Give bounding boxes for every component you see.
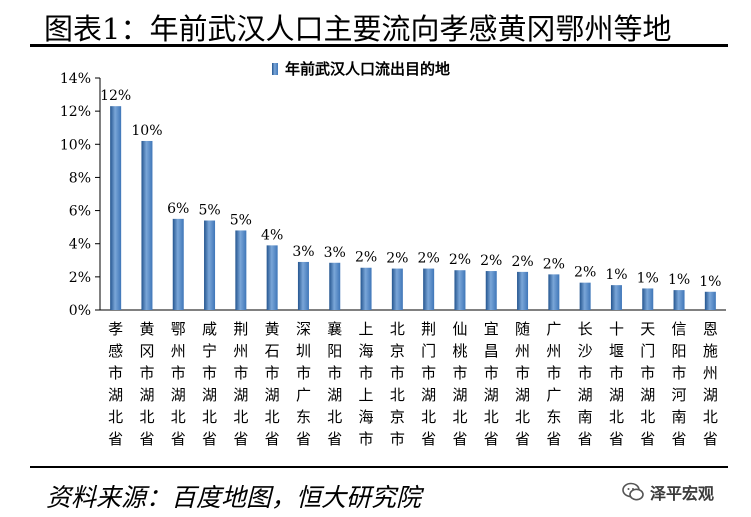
- bar: [360, 267, 372, 310]
- x-tick-label: 广州市广东省: [546, 320, 561, 448]
- x-tick-label: 天门市湖北省: [640, 320, 655, 448]
- bar-value-label: 1%: [699, 274, 721, 290]
- x-tick-label: 长沙市湖南省: [578, 320, 593, 448]
- bar-value-label: 1%: [637, 270, 659, 286]
- x-tick-label: 黄冈市湖北省: [139, 320, 154, 448]
- bar: [172, 218, 184, 310]
- bar-value-label: 5%: [198, 203, 220, 219]
- bar: [141, 140, 153, 310]
- bar: [642, 288, 654, 310]
- bar-value-label: 2%: [480, 253, 502, 269]
- y-tick-label: 10%: [60, 137, 91, 153]
- bar: [579, 282, 591, 310]
- bar: [610, 285, 622, 310]
- bar-value-label: 4%: [261, 227, 283, 243]
- bar: [391, 268, 403, 310]
- x-tick-label: 襄阳市湖北省: [327, 320, 342, 448]
- bar-value-label: 10%: [131, 123, 162, 139]
- bar: [235, 230, 247, 310]
- bar-value-label: 2%: [418, 251, 440, 267]
- x-tick-label: 孝感市湖北省: [108, 320, 123, 448]
- legend-label: 年前武汉人口流出目的地: [285, 60, 450, 78]
- x-tick-label: 黄石市湖北省: [265, 320, 280, 448]
- bar-value-label: 2%: [386, 251, 408, 267]
- bar: [704, 291, 716, 310]
- bar-value-label: 2%: [574, 265, 596, 281]
- brand-name: 泽平宏观: [650, 484, 715, 503]
- x-tick-label: 荆门市湖北省: [421, 320, 436, 448]
- bar-value-label: 2%: [543, 256, 565, 272]
- source-note: 资料来源：百度地图，恒大研究院: [46, 483, 422, 512]
- y-tick-label: 2%: [69, 270, 91, 286]
- x-tick-label: 深圳市广东省: [296, 320, 311, 448]
- bar: [423, 268, 435, 310]
- legend-swatch: [272, 63, 278, 75]
- bar-value-label: 1%: [668, 272, 690, 288]
- bar: [329, 262, 341, 310]
- x-tick-label: 宜昌市湖北省: [484, 320, 499, 448]
- x-tick-label: 北京市北京市: [390, 320, 405, 448]
- x-tick-label: 随州市湖北省: [515, 320, 530, 448]
- wechat-icon: [622, 482, 644, 501]
- bar: [454, 270, 466, 310]
- bar-value-label: 5%: [230, 212, 252, 228]
- bar-value-label: 2%: [511, 254, 533, 270]
- x-tick-label: 十堰市湖北省: [609, 320, 624, 448]
- bar-value-label: 2%: [355, 250, 377, 266]
- bar: [517, 271, 529, 310]
- bar: [673, 290, 685, 310]
- y-tick-label: 8%: [69, 170, 91, 186]
- legend: 年前武汉人口流出目的地: [272, 60, 450, 78]
- bar-value-label: 3%: [324, 245, 346, 261]
- bar: [110, 106, 122, 311]
- source-rule: [30, 466, 728, 468]
- bar-value-label: 2%: [449, 252, 471, 268]
- bar: [485, 271, 497, 310]
- chart-title: 图表1：年前武汉人口主要流向孝感黄冈鄂州等地: [44, 12, 672, 46]
- brand-watermark: 泽平宏观: [622, 479, 714, 505]
- y-tick-label: 6%: [69, 204, 91, 220]
- y-tick-label: 14%: [60, 71, 91, 87]
- bar: [297, 261, 309, 310]
- bar-value-label: 12%: [100, 88, 131, 104]
- bar-value-label: 6%: [167, 201, 189, 217]
- bar: [204, 220, 216, 310]
- x-tick-label: 上海市上海市: [359, 320, 374, 448]
- y-tick-label: 12%: [60, 104, 91, 120]
- title-rule: [30, 44, 728, 47]
- bar-value-label: 3%: [292, 244, 314, 260]
- x-tick-label: 荆州市湖北省: [233, 320, 248, 448]
- x-tick-label: 鄂州市湖北省: [171, 320, 186, 448]
- x-tick-label: 咸宁市湖北省: [202, 320, 217, 448]
- bar: [548, 274, 560, 310]
- y-tick-label: 4%: [69, 237, 91, 253]
- x-tick-label: 仙桃市湖北省: [452, 320, 467, 448]
- bar: [266, 245, 278, 310]
- bar-value-label: 1%: [605, 267, 627, 283]
- x-tick-label: 恩施州湖北省: [703, 320, 718, 448]
- y-tick-label: 0%: [69, 303, 91, 319]
- bar-chart: 年前武汉人口流出目的地 0% 2% 4% 6% 8% 10% 12% 14% 12% 孝感市湖北…: [60, 60, 726, 448]
- x-tick-label: 信阳市河南省: [672, 320, 687, 448]
